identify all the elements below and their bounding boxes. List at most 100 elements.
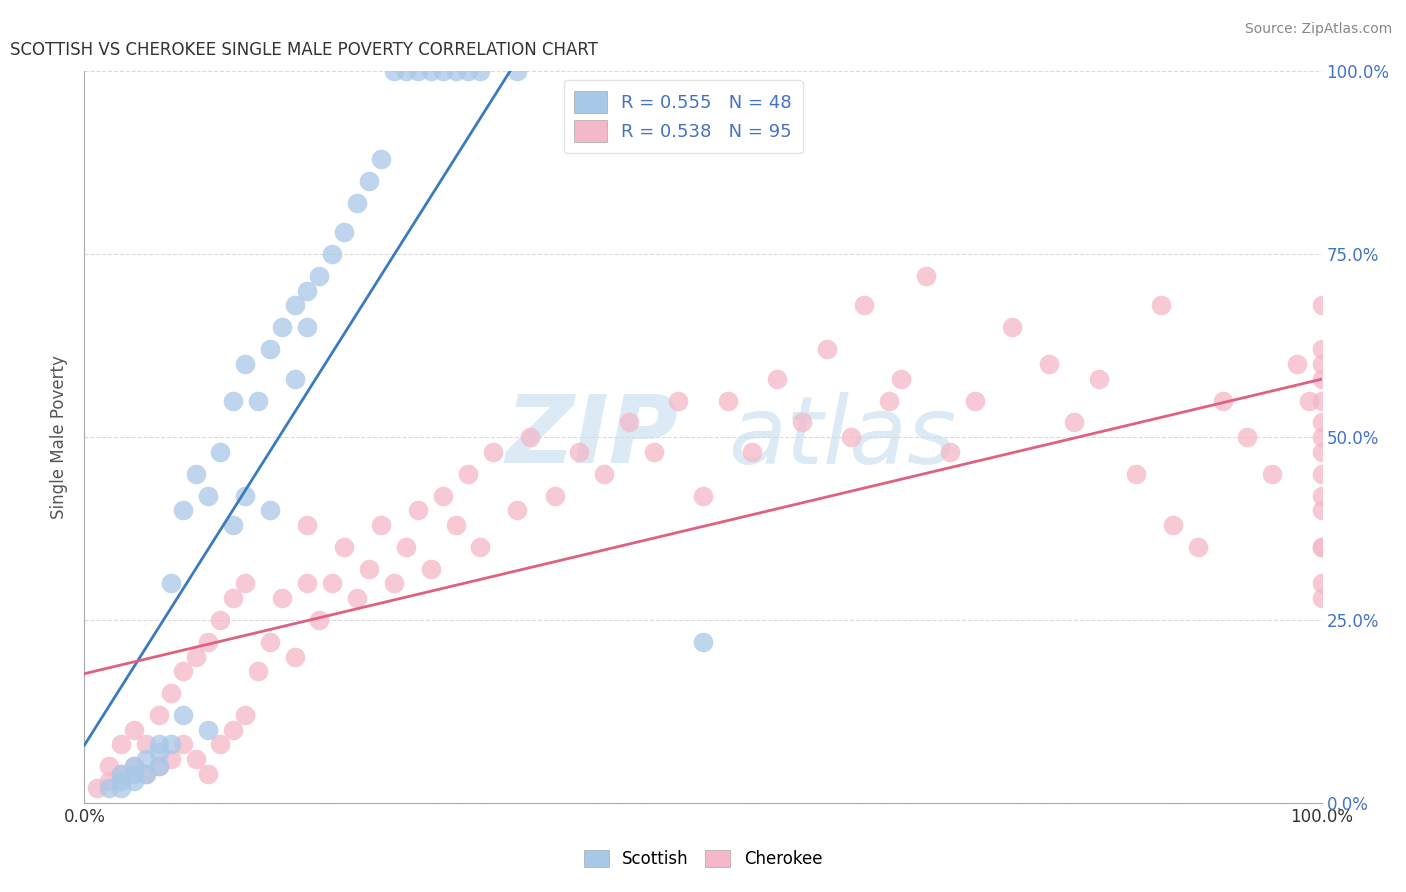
Point [160, 686, 183, 700]
Point [593, 467, 616, 481]
Legend: R = 0.555   N = 48, R = 0.538   N = 95: R = 0.555 N = 48, R = 0.538 N = 95 [564, 80, 803, 153]
Point [259, 635, 281, 649]
Point [184, 467, 207, 481]
Point [246, 393, 269, 408]
Point [506, 64, 529, 78]
Point [357, 174, 380, 188]
Point [160, 752, 183, 766]
Point [506, 503, 529, 517]
Point [1310, 540, 1333, 554]
Point [1001, 320, 1024, 334]
Point [432, 489, 454, 503]
Point [135, 737, 157, 751]
Point [86, 781, 108, 796]
Point [692, 635, 714, 649]
Point [370, 152, 392, 166]
Point [271, 320, 294, 334]
Point [1310, 371, 1333, 385]
Point [1088, 371, 1111, 385]
Point [444, 64, 467, 78]
Point [815, 343, 838, 357]
Point [321, 576, 343, 591]
Point [148, 745, 170, 759]
Point [295, 320, 318, 334]
Point [766, 371, 789, 385]
Point [1310, 444, 1333, 458]
Point [110, 766, 132, 780]
Point [1310, 393, 1333, 408]
Point [395, 540, 418, 554]
Point [877, 393, 900, 408]
Point [1125, 467, 1147, 481]
Point [122, 759, 145, 773]
Text: ZIP: ZIP [505, 391, 678, 483]
Point [1310, 591, 1333, 605]
Point [172, 664, 194, 678]
Point [160, 576, 183, 591]
Point [1310, 357, 1333, 371]
Point [617, 416, 640, 430]
Point [1261, 467, 1284, 481]
Point [148, 737, 170, 751]
Point [295, 517, 318, 532]
Point [432, 64, 454, 78]
Point [939, 444, 962, 458]
Point [148, 759, 170, 773]
Point [419, 64, 441, 78]
Point [543, 489, 565, 503]
Legend: Scottish, Cherokee: Scottish, Cherokee [576, 843, 830, 875]
Point [197, 489, 219, 503]
Point [148, 759, 170, 773]
Point [444, 517, 467, 532]
Point [1161, 517, 1184, 532]
Point [333, 540, 356, 554]
Point [852, 298, 875, 312]
Point [246, 664, 269, 678]
Point [259, 343, 281, 357]
Point [308, 613, 330, 627]
Point [1310, 503, 1333, 517]
Point [1298, 393, 1320, 408]
Point [692, 489, 714, 503]
Point [346, 591, 368, 605]
Point [122, 723, 145, 737]
Point [98, 781, 121, 796]
Point [1063, 416, 1085, 430]
Point [135, 752, 157, 766]
Point [172, 708, 194, 723]
Point [408, 64, 430, 78]
Text: atlas: atlas [728, 392, 956, 483]
Point [890, 371, 912, 385]
Point [321, 247, 343, 261]
Point [184, 649, 207, 664]
Point [110, 766, 132, 780]
Point [395, 64, 418, 78]
Point [841, 430, 863, 444]
Point [519, 430, 541, 444]
Point [1236, 430, 1258, 444]
Point [148, 708, 170, 723]
Point [914, 269, 936, 284]
Point [110, 781, 132, 796]
Point [408, 503, 430, 517]
Point [1310, 343, 1333, 357]
Point [295, 576, 318, 591]
Point [209, 737, 232, 751]
Point [160, 737, 183, 751]
Point [1310, 576, 1333, 591]
Point [271, 591, 294, 605]
Point [197, 723, 219, 737]
Point [135, 766, 157, 780]
Point [233, 489, 256, 503]
Point [98, 759, 121, 773]
Point [259, 503, 281, 517]
Point [1038, 357, 1060, 371]
Point [382, 64, 405, 78]
Point [717, 393, 740, 408]
Point [98, 773, 121, 788]
Point [222, 723, 245, 737]
Text: Source: ZipAtlas.com: Source: ZipAtlas.com [1244, 22, 1392, 37]
Point [122, 773, 145, 788]
Point [197, 766, 219, 780]
Point [172, 737, 194, 751]
